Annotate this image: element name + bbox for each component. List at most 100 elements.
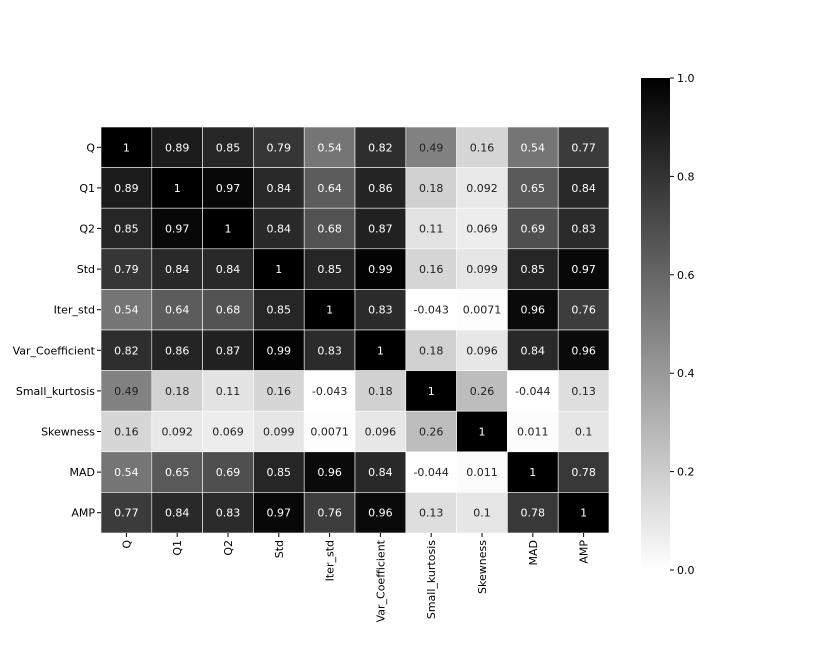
cell-value-label: 1: [275, 263, 282, 276]
cell-value-label: 0.18: [165, 385, 190, 398]
cell-value-label: 0.11: [216, 385, 241, 398]
cell-value-label: 0.54: [114, 304, 139, 317]
cell-value-label: 0.79: [267, 141, 292, 154]
x-axis: Q Q1 Q2 Std Iter_std Var_Coefficient Small_kur…: [120, 533, 591, 622]
cell-value-label: 0.069: [466, 223, 498, 236]
heatmap-cell: [557, 451, 610, 493]
x-tick-label: Std: [273, 540, 286, 558]
cell-value-label: 0.85: [521, 263, 546, 276]
x-tick-label: Q2: [222, 540, 235, 556]
heatmap-cell: [202, 410, 254, 453]
y-tick-label: Q: [86, 141, 95, 154]
cell-value-label: 0.77: [114, 507, 139, 520]
colorbar-tick-label: 0.2: [677, 466, 695, 479]
cell-value-label: 0.85: [267, 466, 292, 479]
heatmap-cell: [354, 370, 407, 412]
x-tick-label: Small_kurtosis: [425, 540, 438, 619]
cell-value-label: 0.092: [466, 182, 498, 195]
colorbar-tick-label: 1.0: [677, 72, 695, 85]
cell-value-label: 0.099: [466, 263, 498, 276]
cell-value-label: 1: [225, 223, 232, 236]
heatmap-cell: [151, 451, 203, 493]
cell-value-label: 0.54: [317, 141, 342, 154]
heatmap-cell: [202, 126, 254, 168]
heatmap-cell: [456, 126, 508, 168]
cell-value-label: 0.13: [419, 507, 444, 520]
heatmap-cell: [354, 126, 407, 168]
y-tick-label: MAD: [70, 466, 96, 479]
heatmap-cell: [151, 207, 203, 250]
heatmap-value-labels: 1 0.89 0.85 0.79 0.54 0.82 0.49 0.16 0.54 0.77 0.8…: [114, 141, 596, 519]
x-tick-label: Q1: [171, 540, 184, 556]
cell-value-label: 0.78: [521, 507, 546, 520]
y-tick-label: Iter_std: [54, 304, 95, 317]
heatmap-cell: [202, 329, 254, 371]
cell-value-label: 0.96: [521, 304, 546, 317]
cell-value-label: 0.85: [216, 141, 241, 154]
y-tick-label: Skewness: [41, 426, 95, 439]
cell-value-label: 0.96: [571, 344, 596, 357]
cell-value-label: 0.83: [571, 223, 596, 236]
heatmap-cell: [405, 167, 457, 209]
cell-value-label: 0.87: [216, 344, 241, 357]
heatmap-cell: [303, 126, 356, 168]
cell-value-label: 0.84: [571, 182, 596, 195]
heatmap-cell: [405, 410, 457, 453]
heatmap-cell: [151, 410, 203, 453]
cell-value-label: 0.76: [317, 507, 342, 520]
heatmap-cell: [100, 370, 153, 412]
heatmap-cell: [354, 248, 407, 290]
heatmap-cell: [100, 492, 153, 534]
colorbar: 0.0 0.2 0.4 0.6 0.8 1.0: [641, 72, 695, 577]
cell-value-label: -0.044: [413, 466, 448, 479]
cell-value-label: 0.77: [571, 141, 596, 154]
heatmap-cell: [557, 126, 610, 168]
cell-value-label: 1: [529, 466, 536, 479]
heatmap-cell: [202, 451, 254, 493]
heatmap-cell: [100, 207, 153, 250]
heatmap-cell: [507, 329, 559, 371]
cell-value-label: 0.16: [419, 263, 444, 276]
heatmap-cell: [303, 492, 356, 534]
cell-value-label: 0.16: [267, 385, 292, 398]
y-tick-label: Q1: [79, 182, 95, 195]
colorbar-tick-label: 0.4: [677, 367, 695, 380]
cell-value-label: 0.89: [165, 141, 190, 154]
cell-value-label: 0.18: [419, 182, 444, 195]
y-tick-label: Std: [77, 263, 95, 276]
heatmap-cell: [303, 329, 356, 371]
heatmap-cell: [507, 207, 559, 250]
x-tick-label: Var_Coefficient: [374, 539, 387, 622]
heatmap-cell: [405, 451, 457, 493]
y-tick-label: Q2: [79, 223, 95, 236]
cell-value-label: 0.97: [571, 263, 596, 276]
cell-value-label: 1: [479, 426, 486, 439]
cell-value-label: 0.68: [216, 304, 241, 317]
cell-value-label: 0.65: [165, 466, 190, 479]
cell-value-label: 0.86: [368, 182, 393, 195]
cell-value-label: 0.099: [263, 426, 295, 439]
heatmap-cell: [507, 370, 559, 412]
colorbar-tick-label: 0.6: [677, 269, 695, 282]
heatmap-cell: [202, 207, 254, 250]
heatmap-cell: [456, 410, 508, 453]
heatmap-cell: [405, 248, 457, 290]
colorbar-tick-label: 0.8: [677, 170, 695, 183]
cell-value-label: 0.85: [267, 304, 292, 317]
cell-value-label: 0.69: [521, 223, 546, 236]
heatmap-cells: [100, 126, 610, 534]
heatmap-cell: [456, 370, 508, 412]
cell-value-label: 0.99: [368, 263, 393, 276]
heatmap-cell: [100, 248, 153, 290]
x-tick-label: Iter_std: [324, 540, 337, 581]
cell-value-label: 0.54: [114, 466, 139, 479]
heatmap-cell: [354, 289, 407, 331]
cell-value-label: 0.76: [571, 304, 596, 317]
colorbar-tick-label: 0.0: [677, 564, 695, 577]
cell-value-label: 1: [123, 141, 130, 154]
cell-value-label: 0.54: [521, 141, 546, 154]
heatmap-cell: [405, 492, 457, 534]
cell-value-label: 0.092: [161, 426, 193, 439]
heatmap-cell: [507, 289, 559, 331]
heatmap-cell: [507, 492, 559, 534]
